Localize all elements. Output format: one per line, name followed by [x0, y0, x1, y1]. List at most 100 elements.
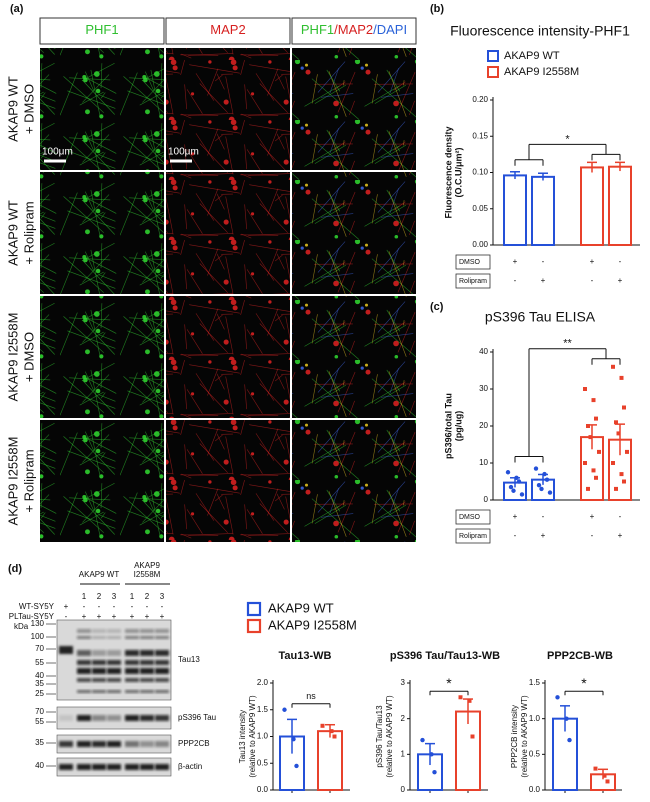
- significance: **: [563, 338, 572, 350]
- data-point: [544, 477, 550, 482]
- band: [77, 636, 91, 639]
- cell-line-sign: +: [130, 612, 135, 621]
- unit-label: kDa: [14, 622, 29, 631]
- treatment-sign: +: [618, 531, 623, 540]
- y-tick-label: 0: [484, 495, 489, 504]
- data-point: [567, 737, 572, 743]
- header-part: /MAP2: [334, 22, 373, 37]
- lane-number: 2: [145, 592, 150, 601]
- band: [92, 629, 106, 633]
- band: [125, 660, 139, 665]
- row-label: AKAP9 I2558M: [5, 313, 20, 402]
- lane-number: 3: [160, 592, 165, 601]
- bar: [317, 730, 343, 792]
- marker-label: 55: [35, 717, 44, 726]
- band: [107, 678, 121, 682]
- band: [140, 690, 154, 693]
- band: [77, 660, 91, 665]
- y-tick-label: 0.0: [257, 785, 269, 794]
- data-point: [594, 475, 598, 480]
- cell-line-sign: -: [161, 602, 164, 611]
- legend-label: AKAP9 WT: [504, 50, 560, 62]
- treatment-name: DMSO: [459, 514, 481, 521]
- band: [107, 741, 121, 747]
- micrograph: [292, 172, 416, 294]
- band: [107, 629, 121, 633]
- band: [107, 650, 121, 656]
- cell-line-sign: -: [131, 602, 134, 611]
- y-axis-label: PPP2CB intensity: [510, 705, 519, 768]
- lane-number: 3: [112, 592, 117, 601]
- treatment-sign: -: [619, 257, 622, 266]
- band: [155, 741, 169, 747]
- data-point: [593, 766, 598, 771]
- y-tick-label: 0: [401, 785, 406, 794]
- group-label: I2558M: [134, 570, 161, 579]
- column-header: MAP2: [210, 22, 245, 37]
- data-point: [539, 486, 544, 492]
- data-point: [291, 736, 296, 742]
- row-label: + DMSO: [21, 84, 36, 134]
- bar: [503, 174, 527, 246]
- scale-bar-label: 100μm: [42, 147, 73, 158]
- data-point: [605, 779, 610, 784]
- data-point: [614, 486, 618, 491]
- data-point: [420, 737, 425, 743]
- cell-line-sign: +: [112, 612, 117, 621]
- treatment-sign: +: [513, 512, 518, 521]
- micrograph: [166, 296, 290, 418]
- legend-swatch: [487, 66, 499, 78]
- y-tick-label: 0.20: [472, 95, 488, 104]
- chart-title: pS396 Tau/Tau13-WB: [390, 650, 500, 662]
- y-tick-label: 0.05: [472, 204, 488, 213]
- band: [92, 636, 106, 639]
- y-tick-label: 2.0: [257, 678, 269, 687]
- data-point: [508, 484, 514, 490]
- marker-label: 70: [35, 707, 44, 716]
- band: [77, 629, 91, 633]
- micrograph: [166, 48, 290, 170]
- band: [107, 660, 121, 665]
- legend-swatch: [246, 618, 262, 634]
- band: [155, 764, 169, 770]
- cell-line-sign: +: [82, 612, 87, 621]
- y-tick-label: 0.00: [472, 240, 488, 249]
- band: [155, 690, 169, 693]
- data-point: [511, 488, 516, 493]
- band: [125, 650, 139, 656]
- group-label: AKAP9: [134, 561, 160, 570]
- treatment-sign: -: [514, 276, 517, 285]
- chart-title: pS396 Tau ELISA: [485, 309, 596, 325]
- band: [140, 636, 154, 639]
- band: [107, 764, 121, 770]
- band: [125, 764, 139, 770]
- data-point: [564, 716, 569, 721]
- band: [59, 646, 73, 654]
- y-axis-label: (pg/ug): [453, 411, 463, 442]
- band: [155, 650, 169, 656]
- band: [125, 690, 139, 693]
- data-point: [597, 449, 601, 454]
- band: [140, 678, 154, 682]
- significance: *: [446, 675, 452, 691]
- data-point: [547, 490, 553, 495]
- legend-swatch: [487, 50, 499, 62]
- data-point: [625, 449, 629, 454]
- cell-line-label: PLTau-SY5Y: [9, 612, 55, 621]
- cell-line-sign: -: [113, 602, 116, 611]
- band: [125, 668, 139, 674]
- band: [92, 668, 106, 674]
- y-axis-label: (relative to AKAP9 WT): [385, 695, 394, 778]
- y-tick-label: 2: [401, 714, 406, 723]
- band: [92, 678, 106, 682]
- data-point: [505, 470, 511, 475]
- band: [125, 636, 139, 639]
- micrograph: [166, 420, 290, 542]
- band: [92, 764, 106, 770]
- band: [59, 741, 73, 747]
- band: [92, 741, 106, 747]
- y-tick-label: 10: [479, 458, 488, 467]
- data-point: [329, 729, 334, 734]
- bar: [531, 175, 555, 247]
